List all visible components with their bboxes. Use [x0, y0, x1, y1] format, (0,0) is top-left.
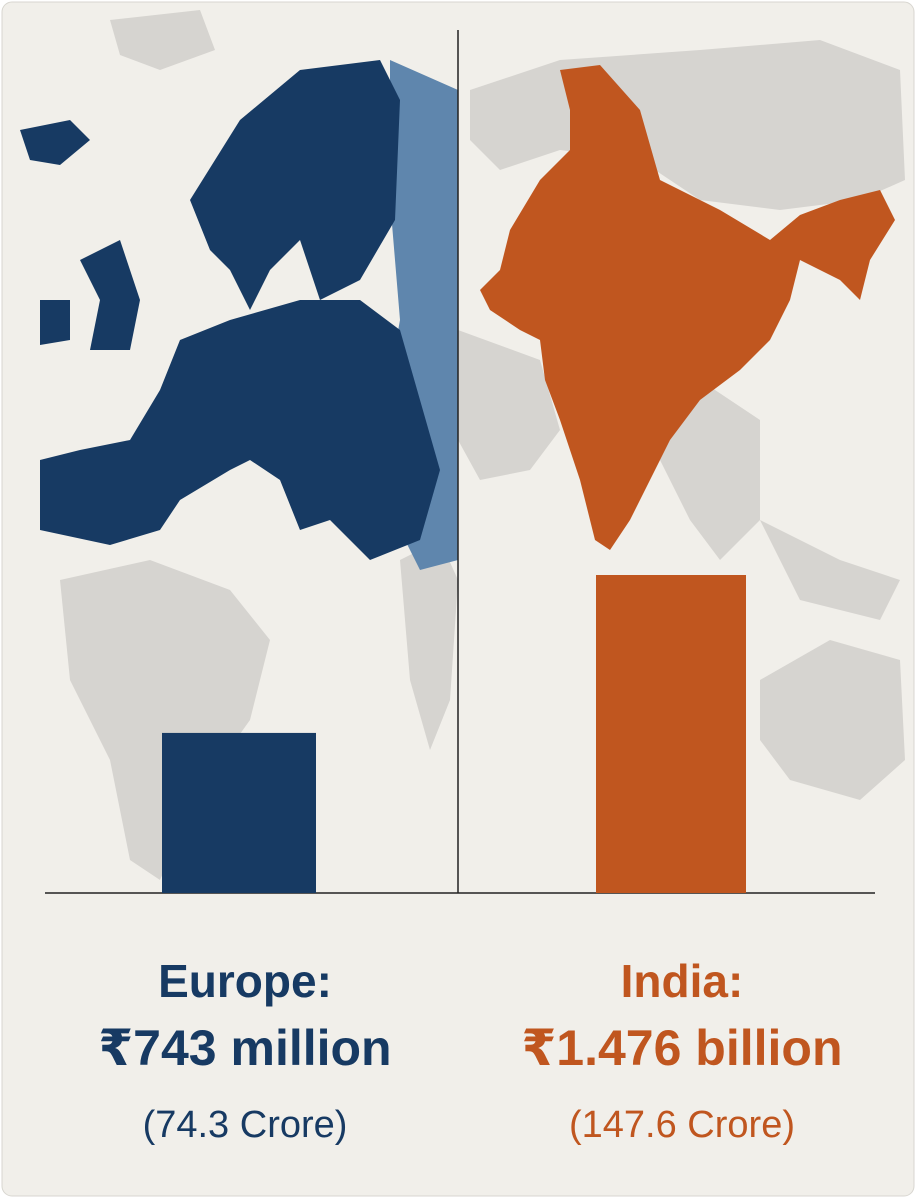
- value-label: ₹1.476 billion: [522, 1020, 843, 1076]
- category-label: Europe:: [158, 955, 332, 1007]
- india-map: [480, 65, 895, 550]
- world-map: [60, 10, 905, 880]
- bar: [162, 732, 316, 893]
- secondary-label: (147.6 Crore): [569, 1104, 795, 1146]
- bar: [596, 575, 746, 893]
- value-label: ₹743 million: [98, 1020, 391, 1076]
- secondary-label: (74.3 Crore): [143, 1104, 348, 1146]
- category-label: India:: [621, 955, 744, 1007]
- europe-map: [20, 60, 440, 560]
